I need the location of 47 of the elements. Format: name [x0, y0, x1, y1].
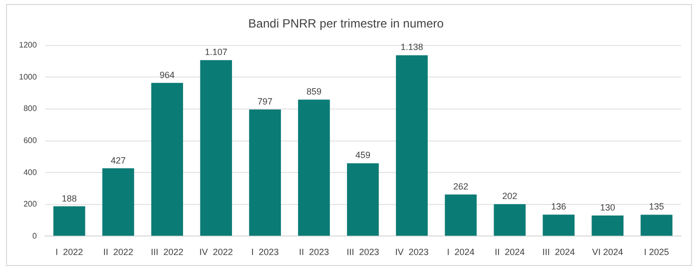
x-tick-label: II 2023: [298, 247, 329, 258]
data-label: 1.107: [204, 47, 228, 58]
data-label: 427: [110, 155, 126, 166]
data-label: 459: [355, 150, 370, 160]
bar: [200, 60, 232, 236]
chart-title: Bandi PNRR per trimestre in numero: [248, 16, 444, 31]
data-label: 136: [551, 202, 566, 212]
bar: [53, 206, 86, 236]
data-label: 1.138: [400, 42, 424, 52]
x-tick-label: IV 2022: [199, 247, 233, 258]
y-tick-label: 200: [23, 200, 38, 209]
x-tick-label: I 2025: [644, 247, 670, 258]
x-tick-label: II 2022: [103, 247, 134, 258]
y-tick-label: 600: [23, 136, 38, 146]
bar: [592, 216, 624, 236]
bar: [494, 204, 526, 236]
data-label: 202: [502, 191, 518, 202]
x-tick-label: III 2023: [346, 247, 380, 258]
x-tick-label: III 2024: [542, 247, 575, 258]
x-tick-label: I 2024: [447, 247, 475, 258]
bar: [396, 55, 428, 236]
y-tick-label: 1200: [19, 40, 38, 50]
bar: [444, 194, 477, 236]
x-tick-label: I 2022: [56, 247, 84, 258]
x-tick-label: VI 2024: [592, 247, 624, 258]
data-label: 130: [600, 202, 616, 213]
y-tick-label: 400: [23, 168, 38, 177]
bar: [298, 100, 330, 236]
x-tick-label: IV 2023: [395, 247, 429, 258]
bar: [640, 214, 672, 236]
bar: [102, 168, 134, 236]
y-tick-label: 1000: [19, 72, 38, 82]
x-tick-label: II 2024: [494, 247, 525, 258]
bar: [151, 82, 184, 236]
bar: [249, 109, 281, 236]
bar: [542, 214, 575, 236]
data-label: 135: [649, 202, 664, 212]
data-label: 859: [306, 86, 322, 97]
y-tick-label: 0: [32, 231, 38, 240]
data-label: 262: [453, 182, 468, 192]
data-label: 964: [160, 70, 175, 80]
data-label: 797: [258, 96, 273, 106]
data-label: 188: [62, 193, 77, 204]
x-tick-label: III 2022: [150, 247, 184, 258]
bar: [346, 163, 379, 236]
x-tick-label: I 2023: [251, 247, 279, 258]
y-tick-label: 800: [23, 104, 38, 114]
